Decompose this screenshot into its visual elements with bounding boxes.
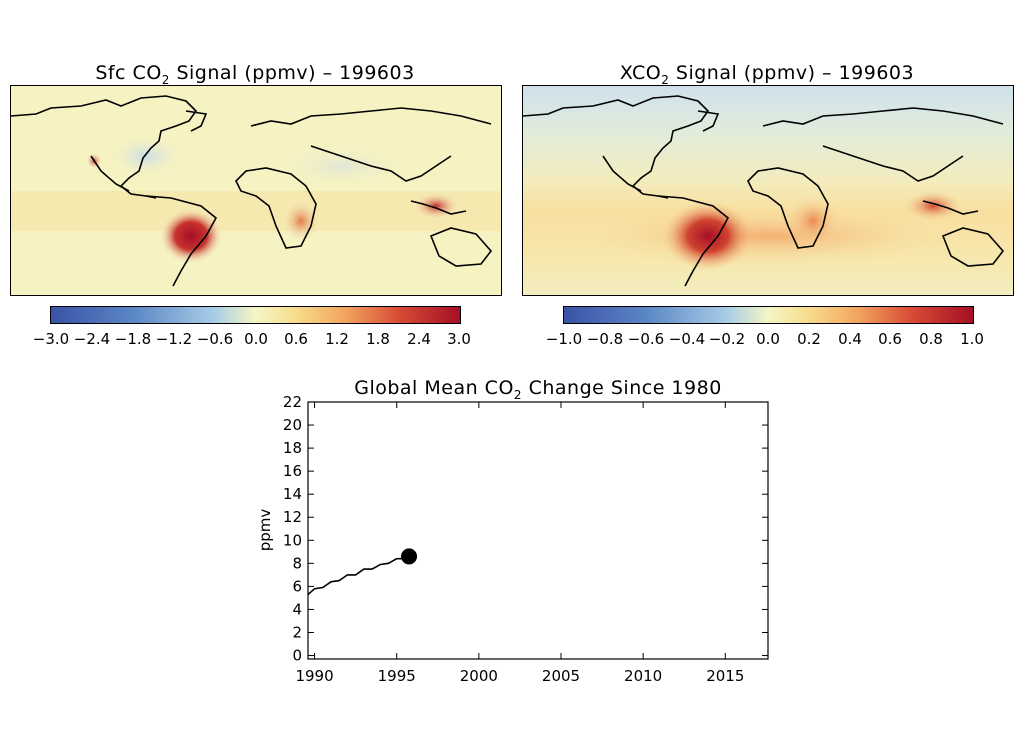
y-tick-label: 0 — [292, 647, 302, 665]
chart-title: Global Mean CO2 Change Since 1980 — [308, 377, 768, 402]
xco2-cb-tick: 0.2 — [797, 330, 821, 348]
xco2-cb-tick: −0.4 — [668, 330, 706, 348]
x-ticks: 1990 1995 2000 2005 2010 2015 — [295, 402, 744, 685]
sfc-map-svg — [11, 95, 501, 287]
xco2-map — [522, 85, 1014, 296]
y-tick-label: 16 — [283, 462, 302, 480]
x-tick-label: 2005 — [542, 667, 580, 685]
xco2-cb-tick: −0.2 — [708, 330, 746, 348]
xco2-title-suffix: Signal (ppmv) – 199603 — [669, 62, 915, 84]
y-ticks: 0 2 4 6 8 10 12 14 16 18 20 22 — [283, 393, 768, 665]
sfc-cb-tick: 2.4 — [407, 330, 431, 348]
series-line — [307, 555, 410, 596]
y-axis-label: ppmv — [256, 509, 274, 552]
xco2-cb-tick: 0.4 — [838, 330, 862, 348]
x-tick-label: 1995 — [378, 667, 416, 685]
sfc-colorbar — [50, 306, 461, 324]
y-tick-label: 6 — [292, 577, 302, 595]
sfc-title-prefix: Sfc CO — [95, 62, 162, 84]
xco2-cb-tick: −1.0 — [545, 330, 583, 348]
current-point-marker — [401, 548, 418, 565]
xco2-cb-tick: 1.0 — [960, 330, 984, 348]
xco2-title-prefix: XCO — [619, 62, 662, 84]
y-tick-label: 20 — [283, 416, 302, 434]
sfc-cb-tick: 0.6 — [284, 330, 308, 348]
sfc-cb-tick: −0.6 — [196, 330, 234, 348]
y-tick-label: 4 — [292, 600, 302, 618]
y-tick-label: 18 — [283, 439, 302, 457]
x-tick-label: 1990 — [295, 667, 333, 685]
xco2-cb-tick: −0.6 — [627, 330, 665, 348]
y-tick-label: 10 — [283, 531, 302, 549]
sfc-cb-tick: −3.0 — [32, 330, 70, 348]
chart-title-suffix: Change Since 1980 — [522, 377, 722, 399]
chart-title-sub: 2 — [513, 387, 523, 402]
sfc-cb-tick: 1.2 — [325, 330, 349, 348]
y-tick-label: 2 — [292, 623, 302, 641]
sfc-cb-tick: 1.8 — [366, 330, 390, 348]
xco2-colorbar — [563, 306, 974, 324]
chart-title-prefix: Global Mean CO — [354, 377, 514, 399]
sfc-cb-tick: −2.4 — [73, 330, 111, 348]
sfc-cb-tick: 3.0 — [447, 330, 471, 348]
sfc-cb-tick: −1.8 — [114, 330, 152, 348]
sfc-coastlines — [11, 95, 493, 287]
y-tick-label: 8 — [292, 554, 302, 572]
x-tick-label: 2000 — [460, 667, 498, 685]
plot-frame — [307, 401, 769, 660]
xco2-cb-tick: −0.8 — [586, 330, 624, 348]
xco2-map-svg — [523, 95, 1005, 287]
x-tick-label: 2010 — [624, 667, 662, 685]
y-tick-label: 12 — [283, 508, 302, 526]
sfc-cb-tick: −1.2 — [155, 330, 193, 348]
sfc-map-title: Sfc CO2 Signal (ppmv) – 199603 — [10, 62, 500, 87]
xco2-cb-tick: 0.0 — [756, 330, 780, 348]
xco2-cb-tick: 0.6 — [878, 330, 902, 348]
y-tick-label: 14 — [283, 485, 302, 503]
xco2-title-sub: 2 — [661, 72, 670, 87]
xco2-map-title: XCO2 Signal (ppmv) – 199603 — [522, 62, 1012, 87]
xco2-coastlines — [523, 95, 1005, 287]
xco2-cb-tick: 0.8 — [919, 330, 943, 348]
x-tick-label: 2015 — [706, 667, 744, 685]
sfc-co2-map — [10, 85, 502, 296]
sfc-cb-tick: 0.0 — [244, 330, 268, 348]
sfc-title-suffix: Signal (ppmv) – 199603 — [169, 62, 415, 84]
sfc-title-sub: 2 — [161, 72, 170, 87]
y-tick-label: 22 — [283, 393, 302, 411]
